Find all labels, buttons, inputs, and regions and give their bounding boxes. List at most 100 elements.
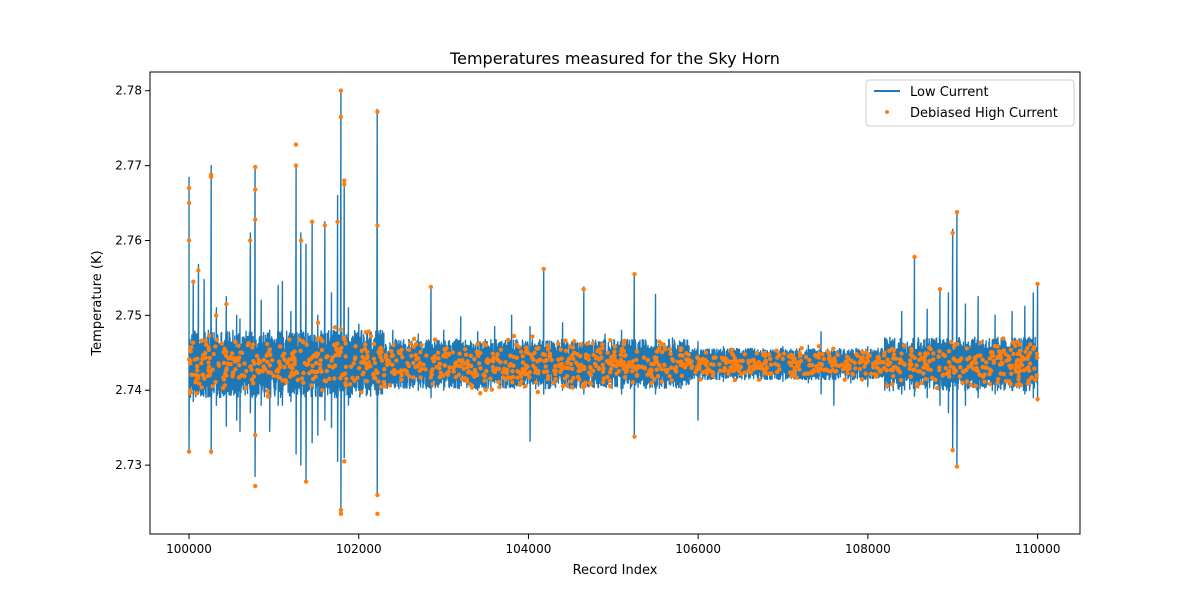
high-current-outlier-point xyxy=(338,114,344,120)
high-current-outlier-point xyxy=(1035,281,1040,287)
high-current-point xyxy=(309,383,314,388)
high-current-point xyxy=(557,364,562,369)
high-current-point xyxy=(376,379,381,384)
high-current-point xyxy=(331,342,337,348)
high-current-point xyxy=(210,367,215,372)
high-current-point xyxy=(698,377,703,382)
high-current-outlier-point xyxy=(632,434,637,439)
high-current-point xyxy=(457,351,462,356)
high-current-point xyxy=(923,365,928,370)
high-current-point xyxy=(546,374,551,379)
high-current-point xyxy=(886,362,891,368)
high-current-point xyxy=(780,356,785,361)
high-current-point xyxy=(462,347,468,352)
high-current-point xyxy=(246,341,251,346)
high-current-point xyxy=(432,354,437,359)
high-current-point xyxy=(233,367,238,372)
high-current-point xyxy=(194,364,200,369)
plot-area xyxy=(186,88,1040,516)
high-current-point xyxy=(634,357,639,362)
high-current-point xyxy=(478,365,483,371)
high-current-point xyxy=(517,382,523,388)
high-current-point xyxy=(344,376,349,381)
high-current-point xyxy=(973,360,979,366)
high-current-point xyxy=(520,367,525,372)
high-current-point xyxy=(295,377,301,383)
high-current-point xyxy=(549,357,554,363)
high-current-point xyxy=(244,368,249,374)
high-current-point xyxy=(200,372,205,378)
high-current-point xyxy=(1027,342,1033,347)
high-current-point xyxy=(922,361,928,366)
high-current-point xyxy=(951,370,957,375)
high-current-point xyxy=(265,394,271,399)
high-current-point xyxy=(251,381,256,386)
high-current-point xyxy=(519,379,524,384)
high-current-point xyxy=(949,340,954,345)
high-current-point xyxy=(614,371,619,376)
high-current-point xyxy=(946,359,952,365)
high-current-point xyxy=(238,350,243,355)
high-current-point xyxy=(1017,348,1022,353)
high-current-point xyxy=(814,354,819,359)
high-current-point xyxy=(816,344,822,349)
high-current-point xyxy=(662,363,667,368)
high-current-point xyxy=(511,333,517,339)
high-current-point xyxy=(356,365,362,371)
high-current-point xyxy=(428,375,433,380)
high-current-point xyxy=(570,366,575,372)
high-current-point xyxy=(952,357,957,362)
high-current-point xyxy=(547,354,552,359)
high-current-point xyxy=(187,361,193,366)
high-current-point xyxy=(556,357,561,362)
high-current-point xyxy=(518,372,523,377)
high-current-point xyxy=(776,363,781,368)
high-current-point xyxy=(633,365,638,370)
high-current-point xyxy=(327,376,332,381)
high-current-point xyxy=(542,352,548,358)
high-current-point xyxy=(982,379,987,384)
high-current-outlier-point xyxy=(342,459,347,464)
high-current-point xyxy=(922,357,927,363)
high-current-point xyxy=(1023,349,1028,354)
high-current-point xyxy=(338,375,343,381)
high-current-point xyxy=(265,359,270,365)
high-current-point xyxy=(421,362,426,367)
high-current-point xyxy=(447,365,452,370)
high-current-point xyxy=(963,367,969,373)
high-current-point xyxy=(386,358,391,363)
high-current-point xyxy=(330,355,335,360)
high-current-point xyxy=(510,380,515,385)
legend-low-current-label: Low Current xyxy=(910,85,989,100)
high-current-point xyxy=(228,361,233,367)
high-current-point xyxy=(768,356,773,362)
high-current-point xyxy=(211,351,216,357)
high-current-outlier-point xyxy=(196,268,201,273)
high-current-point xyxy=(442,363,448,368)
high-current-point xyxy=(186,357,192,362)
high-current-point xyxy=(562,376,568,381)
high-current-point xyxy=(600,345,605,351)
high-current-point xyxy=(968,382,974,388)
high-current-point xyxy=(898,358,904,363)
high-current-point xyxy=(477,390,483,396)
high-current-point xyxy=(292,356,297,361)
high-current-point xyxy=(302,360,307,366)
high-current-point xyxy=(267,348,272,353)
high-current-point xyxy=(864,355,870,361)
high-current-point xyxy=(569,385,575,390)
high-current-point xyxy=(282,364,287,370)
high-current-point xyxy=(261,357,267,363)
high-current-point xyxy=(523,345,529,350)
high-current-point xyxy=(264,353,269,358)
high-current-point xyxy=(845,366,850,372)
high-current-outlier-point xyxy=(186,238,192,243)
high-current-point xyxy=(472,357,477,362)
high-current-point xyxy=(213,344,218,349)
high-current-point xyxy=(533,365,538,371)
high-current-point xyxy=(1034,373,1039,378)
high-current-point xyxy=(960,380,965,385)
high-current-point xyxy=(1003,378,1009,384)
high-current-point xyxy=(909,349,914,354)
high-current-point xyxy=(898,377,904,383)
